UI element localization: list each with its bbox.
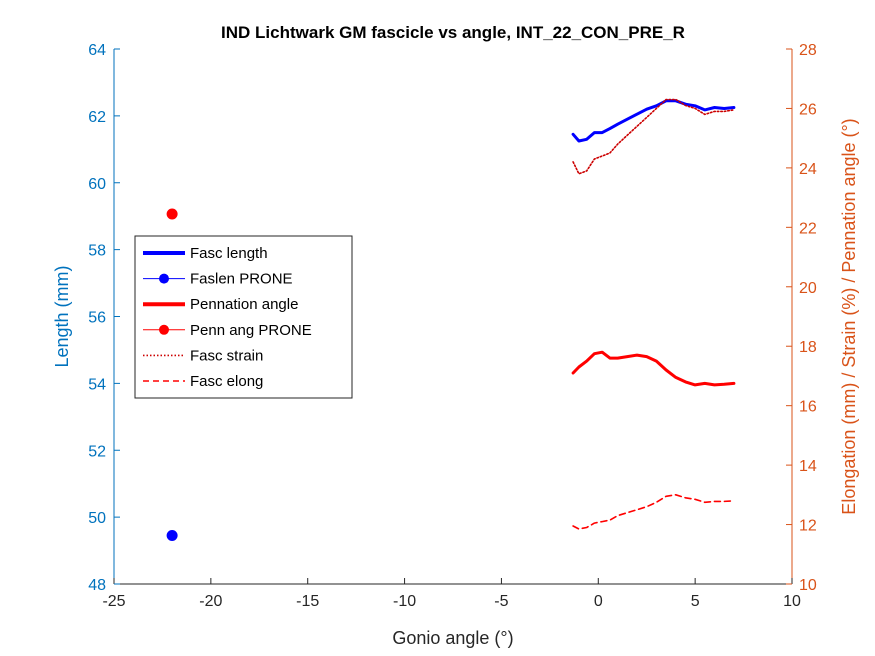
y-right-tick-label: 24: [799, 161, 817, 178]
x-tick-label: -5: [494, 593, 508, 610]
legend-label-faslen-prone: Faslen PRONE: [190, 271, 293, 288]
legend-label-fasc-length: Fasc length: [190, 245, 268, 262]
x-tick-label: 10: [783, 593, 801, 610]
y-left-tick-label: 64: [88, 42, 106, 59]
y-right-tick-label: 22: [799, 220, 817, 237]
legend-label-fasc-elong: Fasc elong: [190, 373, 263, 390]
x-tick-label: 5: [691, 593, 700, 610]
y-right-tick-label: 16: [799, 399, 817, 416]
y-right-tick-label: 18: [799, 339, 817, 356]
y-left-tick-label: 48: [88, 577, 106, 594]
y-right-tick-label: 26: [799, 101, 817, 118]
y-left-tick-label: 60: [88, 176, 106, 193]
legend-label-penn-ang-prone: Penn ang PRONE: [190, 322, 312, 339]
y-right-tick-label: 28: [799, 42, 817, 59]
x-tick-label: -10: [393, 593, 416, 610]
y-left-tick-label: 54: [88, 376, 106, 393]
y-left-tick-label: 52: [88, 443, 106, 460]
y-right-tick-label: 14: [799, 458, 817, 475]
series-line-fasc-elong: [572, 493, 735, 530]
series-line-fasc-length: [571, 99, 736, 143]
legend-marker-faslen-prone: [159, 273, 169, 284]
legend-box: [134, 235, 353, 399]
x-tick-label: -25: [102, 593, 125, 610]
series-line-pennation-angle: [571, 350, 736, 387]
series-line-fasc-strain: [572, 98, 735, 175]
y-left-tick-label: 62: [88, 109, 106, 126]
x-tick-label: -15: [296, 593, 319, 610]
legend-label-fasc-strain: Fasc strain: [190, 347, 263, 364]
y-axis-left-label: Length (mm): [52, 265, 72, 367]
y-left-tick-label: 56: [88, 310, 106, 327]
legend-marker-penn-ang-prone: [159, 324, 169, 335]
x-axis-label: Gonio angle (°): [392, 628, 513, 648]
y-axis-right-label: Elongation (mm) / Strain (%) / Pennation…: [839, 118, 859, 514]
chart-title: IND Lichtwark GM fascicle vs angle, INT_…: [221, 23, 685, 42]
x-tick-label: -20: [199, 593, 222, 610]
y-right-tick-label: 20: [799, 280, 817, 297]
series-point-faslen-prone: [166, 530, 178, 542]
y-right-tick-label: 12: [799, 518, 817, 535]
x-tick-label: 0: [594, 593, 603, 610]
y-right-tick-label: 10: [799, 577, 817, 594]
y-left-tick-label: 50: [88, 510, 106, 527]
legend-label-pennation-angle: Pennation angle: [190, 296, 298, 313]
y-left-tick-label: 58: [88, 243, 106, 260]
series-point-penn-ang-prone: [166, 208, 178, 220]
